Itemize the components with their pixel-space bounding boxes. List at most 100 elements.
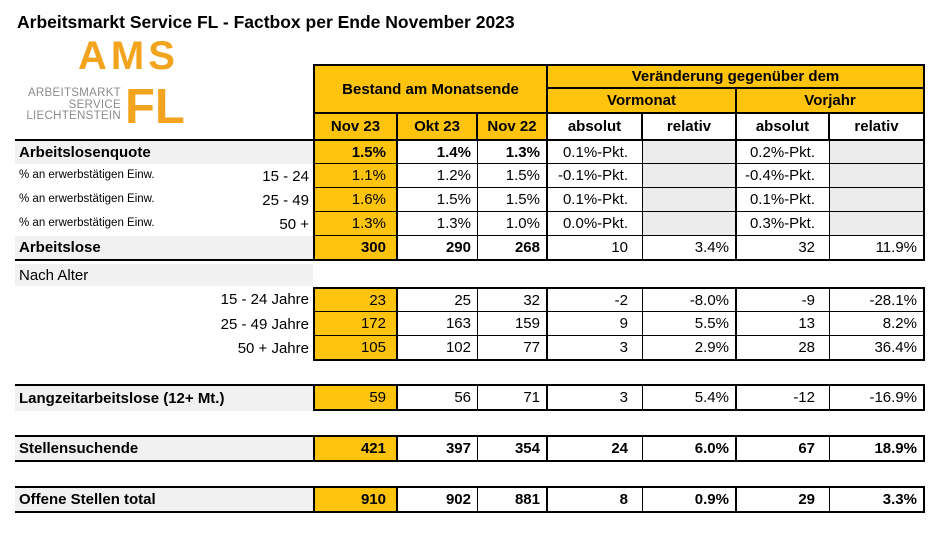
value-cell-empty (643, 212, 737, 236)
value-cell: 290 (398, 236, 478, 261)
value-cell: 32 (478, 287, 548, 312)
section-stellensuchende: Stellensuchende 421 397 354 24 6.0% 67 1… (15, 435, 925, 462)
header-vormonat: Vormonat (548, 89, 737, 114)
quote-sublabel: % an erwerbstätigen Einw. (19, 217, 155, 230)
header-month-okt23: Okt 23 (398, 114, 478, 139)
value-cell: -0.1%-Pkt. (548, 164, 643, 188)
value-cell: 24 (548, 435, 643, 462)
value-cell: 5.4% (643, 384, 737, 411)
quote-age-range: 25 - 49 (262, 191, 309, 209)
value-cell: 0.9% (643, 486, 737, 513)
value-cell: 902 (398, 486, 478, 513)
value-cell: 8.2% (830, 312, 925, 336)
row-label-arbeitslosenquote: Arbeitslosenquote (15, 139, 313, 164)
value-cell-empty (643, 188, 737, 212)
value-cell: 1.3% (398, 212, 478, 236)
ams-logo-subtitle: ARBEITSMARKT SERVICE LIECHTENSTEIN (18, 87, 121, 123)
value-cell: 10 (548, 236, 643, 261)
value-cell: 0.3%-Pkt. (737, 212, 830, 236)
row-label-quote-50-plus: % an erwerbstätigen Einw. 50 + (15, 212, 313, 236)
section-quote: Arbeitslosenquote 1.5% 1.4% 1.3% 0.1%-Pk… (15, 139, 925, 261)
row-label-quote-25-49: % an erwerbstätigen Einw. 25 - 49 (15, 188, 313, 212)
row-label-age-25-49: 25 - 49 Jahre (220, 315, 309, 333)
value-cell: -0.4%-Pkt. (737, 164, 830, 188)
header-veraenderung: Veränderung gegenüber dem (548, 64, 925, 89)
section-age: 15 - 24 Jahre 23 25 32 -2 -8.0% -9 -28.1… (15, 287, 925, 361)
value-cell: 59 (313, 384, 398, 411)
value-cell-empty (643, 164, 737, 188)
value-cell: 5.5% (643, 312, 737, 336)
value-cell: 910 (313, 486, 398, 513)
value-cell: 77 (478, 336, 548, 361)
value-cell: 8 (548, 486, 643, 513)
value-cell: 11.9% (830, 236, 925, 261)
value-cell: 1.4% (398, 139, 478, 164)
value-cell: 354 (478, 435, 548, 462)
header-vormonat-relativ: relativ (643, 114, 737, 139)
header-vorjahr-absolut: absolut (737, 114, 830, 139)
section-offene-stellen: Offene Stellen total 910 902 881 8 0.9% … (15, 486, 925, 513)
row-label-offene-stellen: Offene Stellen total (15, 486, 313, 513)
value-cell: 2.9% (643, 336, 737, 361)
value-cell-empty (830, 164, 925, 188)
header-vorjahr: Vorjahr (737, 89, 925, 114)
value-cell: 0.1%-Pkt. (548, 139, 643, 164)
row-label-age-50-plus: 50 + Jahre (237, 340, 309, 357)
value-cell: 18.9% (830, 435, 925, 462)
value-cell: 0.1%-Pkt. (737, 188, 830, 212)
value-cell: 29 (737, 486, 830, 513)
value-cell: 25 (398, 287, 478, 312)
value-cell: 1.3% (313, 212, 398, 236)
value-cell: 1.6% (313, 188, 398, 212)
value-cell: 3 (548, 384, 643, 411)
section-label-nach-alter: Nach Alter (15, 264, 313, 286)
row-label-quote-15-24: % an erwerbstätigen Einw. 15 - 24 (15, 164, 313, 188)
value-cell: 1.2% (398, 164, 478, 188)
value-cell: 36.4% (830, 336, 925, 361)
value-cell: 67 (737, 435, 830, 462)
value-cell: 3 (548, 336, 643, 361)
value-cell-empty (830, 188, 925, 212)
table-header: Bestand am Monatsende Veränderung gegenü… (313, 64, 925, 139)
header-vorjahr-relativ: relativ (830, 114, 925, 139)
value-cell: 1.3% (478, 139, 548, 164)
value-cell: 0.2%-Pkt. (737, 139, 830, 164)
logo-subtitle-line: ARBEITSMARKT (27, 87, 121, 99)
value-cell: 13 (737, 312, 830, 336)
value-cell-empty (830, 139, 925, 164)
value-cell: 71 (478, 384, 548, 411)
value-cell: -12 (737, 384, 830, 411)
logo-subtitle-line: SERVICE (68, 98, 121, 111)
quote-age-range: 50 + (279, 215, 309, 233)
value-cell: 172 (313, 312, 398, 336)
value-cell: 56 (398, 384, 478, 411)
value-cell: 102 (398, 336, 478, 361)
header-vormonat-absolut: absolut (548, 114, 643, 139)
value-cell-empty (643, 139, 737, 164)
value-cell: 1.0% (478, 212, 548, 236)
value-cell: 268 (478, 236, 548, 261)
value-cell: 1.5% (478, 188, 548, 212)
value-cell: 163 (398, 312, 478, 336)
value-cell: 0.0%-Pkt. (548, 212, 643, 236)
ams-logo-region: FL (125, 80, 185, 134)
value-cell: 1.5% (398, 188, 478, 212)
quote-sublabel: % an erwerbstätigen Einw. (19, 193, 155, 206)
value-cell: 421 (313, 435, 398, 462)
value-cell: 105 (313, 336, 398, 361)
value-cell: 1.1% (313, 164, 398, 188)
value-cell: -16.9% (830, 384, 925, 411)
header-month-nov22: Nov 22 (478, 114, 548, 139)
ams-logo-acronym: AMS (78, 34, 179, 78)
value-cell: 1.5% (478, 164, 548, 188)
value-cell: -2 (548, 287, 643, 312)
value-cell: 397 (398, 435, 478, 462)
value-cell: 9 (548, 312, 643, 336)
value-cell: -8.0% (643, 287, 737, 312)
value-cell: 159 (478, 312, 548, 336)
row-label-age-15-24: 15 - 24 Jahre (220, 291, 309, 308)
value-cell: 6.0% (643, 435, 737, 462)
value-cell: 32 (737, 236, 830, 261)
row-label-langzeitarbeitslose: Langzeitarbeitslose (12+ Mt.) (15, 384, 313, 411)
